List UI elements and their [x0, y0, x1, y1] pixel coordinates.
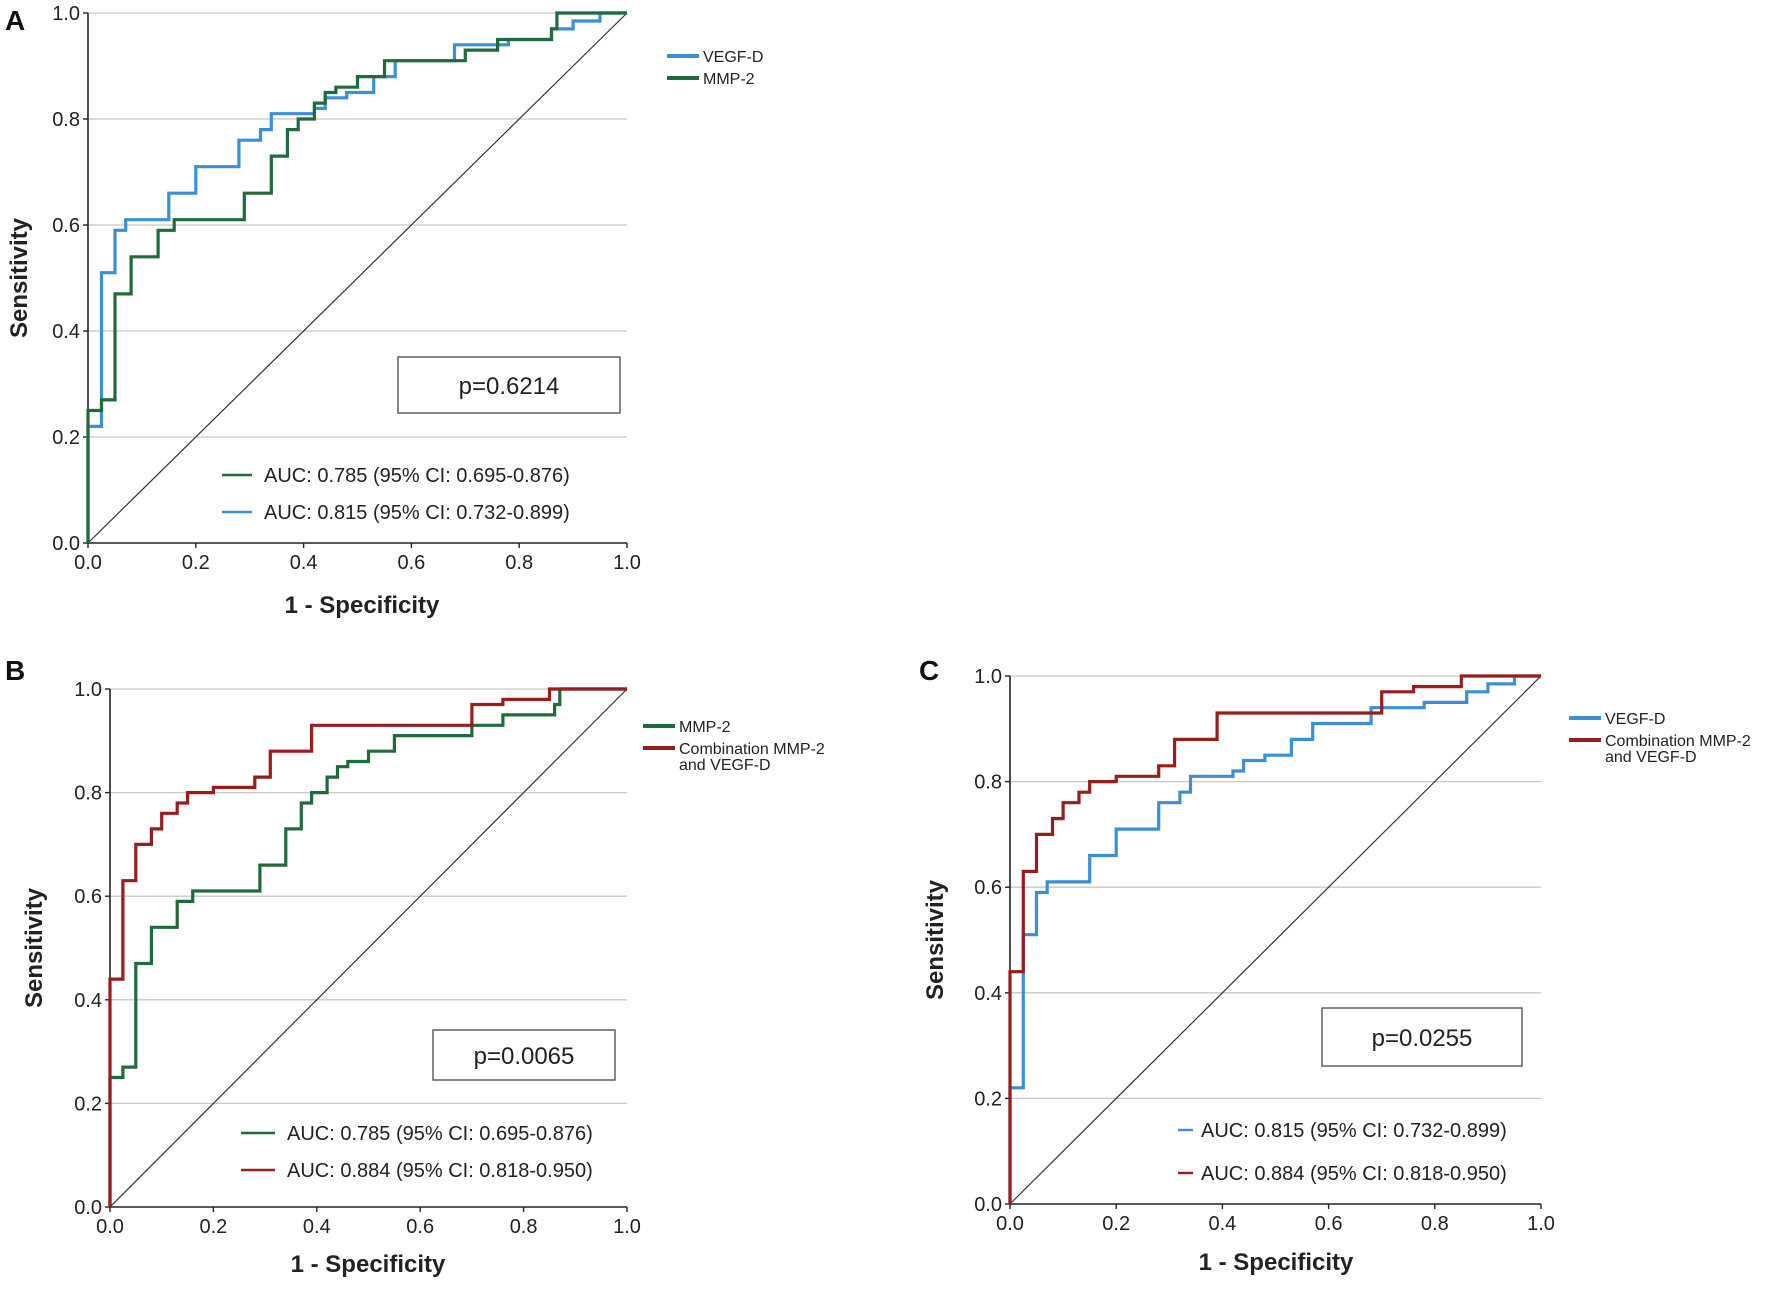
x-tick-label: 0.6	[406, 1216, 434, 1238]
x-tick-label: 0.0	[96, 1216, 124, 1238]
y-axis-label: Sensitivity	[922, 879, 949, 1000]
auc-label: AUC: 0.815 (95% CI: 0.732-0.899)	[264, 502, 570, 524]
chart-panel-b: B 0.0 0.2 0.4 0.6 0.8 1.0 0.0 0.2 0.4 0.6 0.8 1.0 1 -…	[5, 655, 825, 1278]
x-tick-label: 0.2	[1102, 1213, 1130, 1235]
auc-label: AUC: 0.884 (95% CI: 0.818-0.950)	[1201, 1163, 1507, 1185]
legend-label: MMP-2	[703, 71, 755, 88]
y-tick-label: 0.0	[52, 533, 80, 555]
x-axis-label: 1 - Specificity	[285, 592, 440, 619]
y-tick-label: 0.6	[74, 886, 102, 908]
panel-letter: A	[5, 5, 25, 36]
roc-curve-vegf-d	[1008, 674, 1541, 1204]
p-value-box	[432, 1029, 616, 1081]
x-axis-label: 1 - Specificity	[1199, 1249, 1354, 1276]
x-tick-label: 0.8	[510, 1216, 538, 1238]
x-tick-label: 0.4	[1208, 1213, 1236, 1235]
p-value-text: p=0.0255	[1372, 1025, 1473, 1052]
y-axis-label: Sensitivity	[21, 887, 48, 1008]
y-tick-label: 0.8	[974, 772, 1002, 794]
y-tick-label: 0.8	[74, 783, 102, 805]
p-value-text: p=0.0065	[474, 1043, 575, 1070]
x-tick-label: 0.4	[303, 1216, 331, 1238]
panel-letter: B	[5, 655, 25, 686]
p-value-box	[397, 356, 621, 414]
y-tick-label: 1.0	[74, 679, 102, 701]
y-tick-label: 1.0	[52, 3, 80, 25]
y-tick-label: 0.4	[52, 321, 80, 343]
y-tick-label: 0.2	[52, 427, 80, 449]
reference-diagonal	[109, 688, 628, 1208]
roc-curve-combination-mmp-2-and-vegf-d	[1008, 674, 1541, 1204]
legend-label: VEGF-D	[1605, 711, 1665, 728]
y-axis-label: Sensitivity	[6, 217, 33, 338]
x-tick-label: 1.0	[613, 552, 641, 574]
y-tick-label: 0.0	[974, 1194, 1002, 1216]
y-tick-label: 0.4	[974, 983, 1002, 1005]
auc-label: AUC: 0.815 (95% CI: 0.732-0.899)	[1201, 1120, 1507, 1142]
roc-curve-mmp-2	[86, 11, 627, 543]
chart-panel-a: A 0.0 0.2 0.4 0.6 0.8 1.0 0.0 0.2 0.4 0.6 0.8 1.0 1 -…	[5, 3, 763, 619]
chart-panel-c: C 0.0 0.2 0.4 0.6 0.8 1.0 0.0 0.2 0.4 0.6 0.8 1.0 1 -…	[919, 655, 1751, 1276]
y-tick-label: 0.4	[74, 990, 102, 1012]
x-tick-label: 0.8	[1421, 1213, 1449, 1235]
x-tick-label: 0.8	[505, 552, 533, 574]
x-tick-label: 1.0	[613, 1216, 641, 1238]
roc-curve-mmp-2	[108, 687, 627, 1207]
x-axis-label: 1 - Specificity	[291, 1251, 446, 1278]
reference-diagonal	[87, 12, 628, 544]
y-tick-label: 1.0	[974, 666, 1002, 688]
roc-curve-combination-mmp-2-and-vegf-d	[108, 687, 627, 1207]
x-tick-label: 0.6	[397, 552, 425, 574]
y-tick-label: 0.6	[974, 877, 1002, 899]
y-tick-label: 0.2	[74, 1093, 102, 1115]
legend-label: Combination MMP-2	[1605, 733, 1751, 750]
x-tick-label: 0.2	[182, 552, 210, 574]
legend-label: MMP-2	[679, 719, 731, 736]
y-tick-label: 0.0	[74, 1197, 102, 1219]
x-tick-label: 0.0	[996, 1213, 1024, 1235]
auc-label: AUC: 0.785 (95% CI: 0.695-0.876)	[287, 1123, 593, 1145]
x-tick-label: 0.2	[199, 1216, 227, 1238]
auc-label: AUC: 0.884 (95% CI: 0.818-0.950)	[287, 1160, 593, 1182]
x-tick-label: 0.6	[1315, 1213, 1343, 1235]
x-tick-label: 0.0	[74, 552, 102, 574]
auc-label: AUC: 0.785 (95% CI: 0.695-0.876)	[264, 465, 570, 487]
legend-label: VEGF-D	[703, 49, 763, 66]
y-tick-label: 0.6	[52, 215, 80, 237]
p-value-text: p=0.6214	[459, 373, 560, 400]
panel-letter: C	[919, 655, 939, 686]
x-tick-label: 1.0	[1527, 1213, 1555, 1235]
legend-label-line2: and VEGF-D	[1605, 749, 1697, 766]
y-tick-label: 0.2	[974, 1088, 1002, 1110]
reference-diagonal	[1009, 675, 1542, 1205]
x-tick-label: 0.4	[290, 552, 318, 574]
legend-label-line2: and VEGF-D	[679, 757, 771, 774]
legend-label: Combination MMP-2	[679, 741, 825, 758]
y-tick-label: 0.8	[52, 109, 80, 131]
p-value-box	[1321, 1007, 1523, 1067]
